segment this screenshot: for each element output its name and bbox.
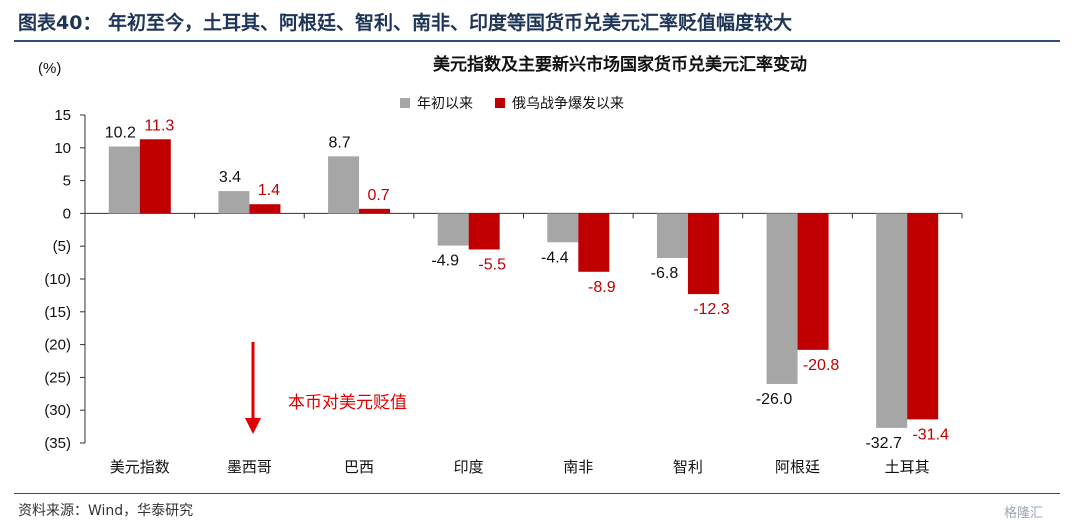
x-category-label: 阿根廷 <box>775 458 820 476</box>
data-label: 11.3 <box>144 117 174 134</box>
chart-title: 美元指数及主要新兴市场国家货币兑美元汇率变动 <box>433 55 807 75</box>
bar-since-war <box>139 139 171 214</box>
x-category-label: 南非 <box>563 458 593 476</box>
y-tick-label: (5) <box>53 238 71 255</box>
y-axis-unit: (%) <box>38 60 62 77</box>
x-category-label: 墨西哥 <box>227 458 272 476</box>
legend-swatch-gray <box>400 98 410 108</box>
y-tick-label: (20) <box>44 337 71 354</box>
bar-since-war <box>249 204 281 214</box>
data-label: 0.7 <box>367 187 389 204</box>
data-label: 10.2 <box>105 124 136 141</box>
bar-ytd <box>328 156 360 214</box>
y-tick-label: 0 <box>63 205 71 222</box>
x-category-label: 印度 <box>454 458 484 476</box>
data-source: 资料来源：Wind，华泰研究 <box>18 503 194 519</box>
y-tick-label: 15 <box>54 107 71 124</box>
data-label: -20.8 <box>803 357 840 374</box>
x-category-label: 土耳其 <box>885 458 930 476</box>
bar-ytd <box>218 191 250 214</box>
bar-since-war <box>468 213 500 250</box>
data-label: 8.7 <box>328 134 350 151</box>
y-tick-label: 10 <box>54 140 71 157</box>
legend-item-series-2: 俄乌战争爆发以来 <box>495 93 624 113</box>
bar-ytd <box>766 213 798 384</box>
y-tick-label: (15) <box>44 304 71 321</box>
data-label: -4.4 <box>541 249 569 266</box>
data-label: -12.3 <box>693 301 730 318</box>
x-category-label: 巴西 <box>344 458 374 476</box>
legend-label-series-2: 俄乌战争爆发以来 <box>512 96 624 112</box>
data-label: -6.8 <box>651 265 679 282</box>
bar-since-war <box>359 208 391 214</box>
watermark-logo: 格隆汇 <box>1004 506 1044 521</box>
y-tick-label: (35) <box>44 435 71 452</box>
y-tick-label: (25) <box>44 369 71 386</box>
legend-item-series-1: 年初以来 <box>400 93 473 113</box>
legend-swatch-red <box>495 98 505 108</box>
header-divider <box>14 40 1060 42</box>
data-label: -31.4 <box>912 426 949 443</box>
depreciation-annotation: 本币对美元贬值 <box>288 393 407 413</box>
bar-since-war <box>687 213 719 295</box>
bar-since-war <box>797 213 829 350</box>
data-label: 1.4 <box>258 182 280 199</box>
y-tick-label: 5 <box>63 173 71 190</box>
data-label: -4.9 <box>431 253 459 270</box>
report-header: 图表40： 年初至今，土耳其、阿根廷、智利、南非、印度等国货币兑美元汇率贬值幅度… <box>0 0 1080 42</box>
y-tick-label: (10) <box>44 271 71 288</box>
bar-since-war <box>578 213 610 272</box>
bar-since-war <box>907 213 939 420</box>
bar-ytd <box>656 213 688 259</box>
legend-label-series-1: 年初以来 <box>417 96 473 112</box>
data-label: -8.9 <box>588 279 616 296</box>
bar-ytd <box>547 213 579 243</box>
data-label: -32.7 <box>865 435 902 452</box>
y-tick-label: (30) <box>44 402 71 419</box>
footer-divider <box>14 493 1060 494</box>
figure-title: 图表40： 年初至今，土耳其、阿根廷、智利、南非、印度等国货币兑美元汇率贬值幅度… <box>18 12 793 34</box>
x-category-label: 智利 <box>673 458 703 476</box>
bar-ytd <box>108 146 140 214</box>
bar-ytd <box>437 213 469 246</box>
chart-legend: 年初以来 俄乌战争爆发以来 <box>400 92 646 114</box>
data-label: 3.4 <box>219 169 241 186</box>
depreciation-arrow-head <box>245 418 261 434</box>
x-category-label: 美元指数 <box>110 458 170 476</box>
data-label: -26.0 <box>756 391 793 408</box>
data-label: -5.5 <box>478 256 506 273</box>
bar-ytd <box>876 213 908 428</box>
